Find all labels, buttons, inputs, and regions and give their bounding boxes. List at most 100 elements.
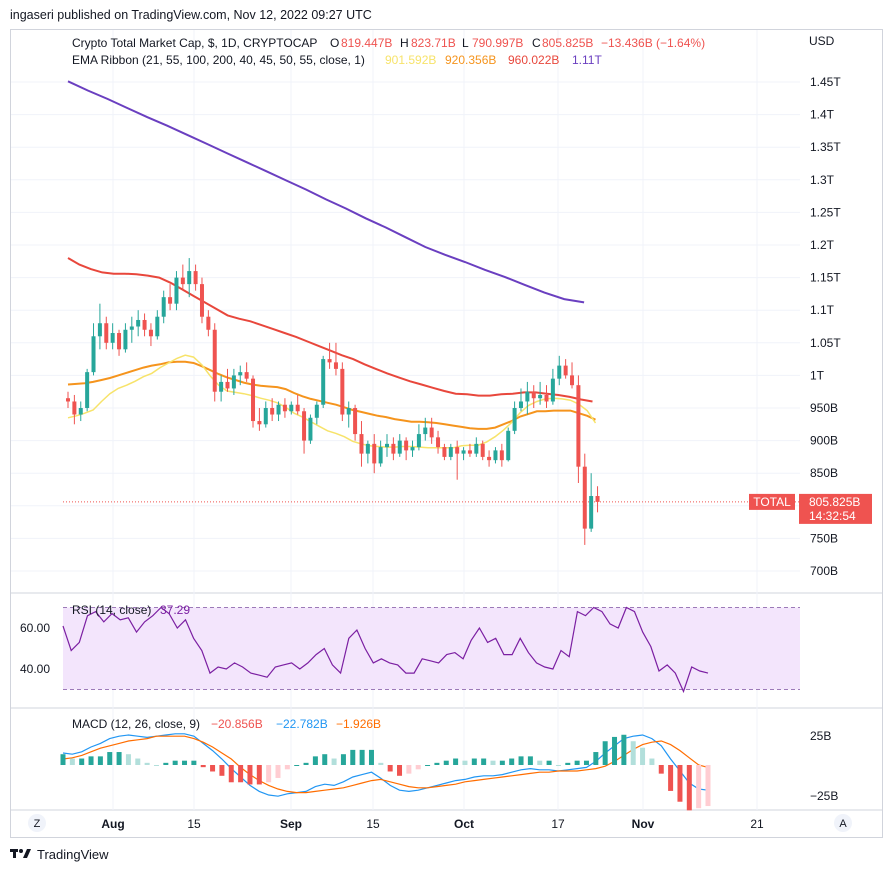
legend-o-label: O [330, 36, 339, 50]
macd-histogram [60, 734, 711, 811]
macd-hist-bar [210, 765, 216, 772]
candle-body [187, 271, 192, 285]
tradingview-brand[interactable]: TradingView [10, 847, 109, 862]
ema-200-line [67, 80, 585, 304]
legend-change: −13.436B (−1.64%) [601, 36, 705, 50]
candle-body [410, 447, 415, 451]
candle-body [525, 391, 530, 402]
candle-body [136, 319, 141, 327]
legend-macd-value: −20.856B [211, 717, 263, 731]
macd-hist-bar [574, 760, 580, 765]
macd-hist-bar [649, 758, 655, 765]
candle-body [276, 404, 281, 415]
macd-hist-bar [471, 758, 477, 765]
price-tag-bg [799, 493, 872, 524]
candle-body [104, 323, 109, 343]
candle-body [251, 378, 256, 422]
candle-body [429, 427, 434, 438]
macd-hist-bar [275, 765, 281, 778]
macd-hist-bar [312, 756, 318, 765]
candle-body [436, 437, 441, 448]
macd-hist-bar [238, 765, 244, 783]
candle-body [372, 443, 377, 464]
candles [66, 258, 600, 545]
candle-body [480, 443, 485, 457]
macd-hist-bar [677, 765, 683, 802]
candle-body [493, 450, 498, 461]
candle-body [557, 365, 562, 379]
legend-macd-label: MACD (12, 26, close, 9) [72, 717, 200, 731]
rsi-line [62, 606, 709, 694]
macd-hist-bar [219, 765, 225, 776]
candle-body [321, 359, 326, 405]
macd-hist-bar [256, 765, 262, 785]
candle-body [295, 404, 300, 412]
macd-hist-bar [294, 765, 300, 766]
candle-body [550, 378, 555, 402]
candle-body [174, 277, 179, 304]
macd-hist-bar [583, 760, 589, 765]
candle-body [263, 408, 268, 425]
candle-body [168, 297, 173, 304]
candle-body [78, 408, 83, 415]
macd-hist-bar [481, 758, 487, 765]
macd-hist-bar [668, 765, 674, 791]
price-tag-value: 805.825B [809, 495, 860, 509]
legend-macd-value: −22.782B [276, 717, 328, 731]
candle-body [423, 427, 428, 435]
auto-scale-right-button-bg [834, 814, 852, 832]
legend-macd-value: −1.926B [336, 717, 381, 731]
candle-body [129, 326, 134, 330]
macd-hist-bar [322, 754, 328, 765]
candle-body [455, 447, 460, 454]
candle-body [302, 411, 307, 441]
macd-hist-bar [537, 760, 543, 765]
symbol-tag-label: TOTAL [753, 495, 791, 509]
macd-hist-bar [116, 752, 122, 765]
macd-hist-bar [602, 741, 608, 765]
candle-body [582, 466, 587, 529]
rsi-bands [63, 607, 800, 690]
candle-body [155, 316, 160, 337]
candle-body [225, 381, 230, 389]
macd-hist-bar [612, 736, 618, 765]
candle-body [110, 333, 115, 343]
candle-body [538, 394, 543, 399]
macd-hist-bar [107, 752, 113, 765]
macd-hist-bar [415, 765, 421, 770]
ema-55-line [67, 360, 596, 430]
macd-hist-bar [172, 760, 178, 765]
candle-body [270, 408, 275, 415]
macd-hist-bar [163, 762, 169, 765]
rsi-band [63, 607, 800, 690]
candle-body [148, 329, 153, 337]
candle-body [385, 443, 389, 448]
macd-hist-bar [153, 765, 159, 766]
macd-hist-bar [518, 756, 524, 765]
candle-body [289, 404, 294, 412]
price-tag-countdown: 14:32:54 [809, 509, 856, 523]
legend-c-value: 805.825B [542, 36, 593, 50]
macd-hist-bar [640, 747, 646, 765]
candle-body [91, 336, 96, 373]
candle-body [506, 430, 511, 461]
legend-ema-value: 920.356B [445, 53, 496, 67]
publisher-line: ingaseri published on TradingView.com, N… [10, 8, 372, 22]
legend-symbol: Crypto Total Market Cap, $, 1D, CRYPTOCA… [72, 36, 317, 50]
macd-hist-bar [266, 765, 272, 783]
macd-hist-bar [555, 765, 561, 766]
candle-body [66, 398, 70, 402]
price-tick-label: 700B [810, 564, 838, 578]
candle-body [346, 408, 351, 415]
macd-hist-bar [705, 765, 711, 807]
candle-body [206, 316, 211, 330]
z-button: Z [34, 818, 41, 830]
ema-100-line [67, 257, 593, 403]
candle-body [563, 365, 568, 376]
macd-hist-bar [368, 749, 374, 765]
legend-ema-value: 1.11T [572, 53, 602, 67]
candle-body [359, 434, 364, 454]
legend-c-label: C [532, 36, 541, 50]
gridlines [10, 30, 883, 811]
